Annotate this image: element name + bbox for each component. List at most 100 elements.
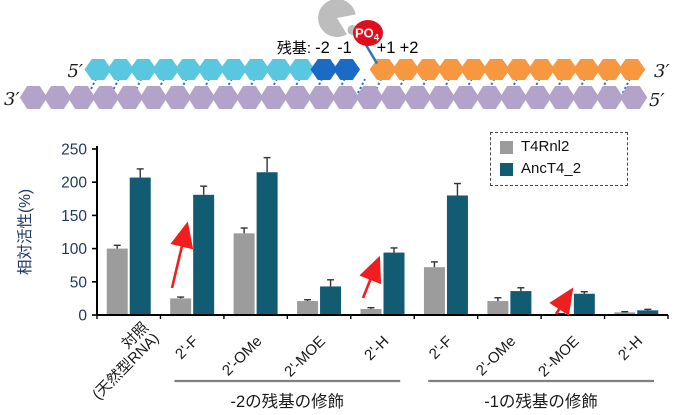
acceptor-strand-residue: [152, 59, 180, 80]
template-strand-residue: [19, 86, 48, 109]
template-strand-residue: [259, 86, 288, 109]
highlight-arrow: [170, 221, 194, 289]
bar-T4Rnl2: [297, 301, 319, 315]
phosphate-po4-icon: [353, 20, 383, 46]
residue-pos-minus1: -1: [337, 39, 352, 57]
svg-text:2'-F: 2'-F: [426, 333, 456, 363]
template-strand-residue: [427, 86, 456, 109]
template-strand-residue: [499, 86, 528, 109]
donor-strand-residue: [527, 59, 555, 80]
ligase-enzyme-icon: [318, 0, 356, 37]
template-strand-residue: [187, 86, 216, 109]
template-strand-residue: [547, 86, 576, 109]
donor-strand-residue: [460, 59, 488, 80]
x-category-label: 2'-MOE: [535, 333, 583, 381]
template-strand-residue: [571, 86, 600, 109]
template-strand-residue: [115, 86, 144, 109]
template-strand-residue: [235, 86, 264, 109]
y-tick-label: 200: [61, 175, 87, 192]
bar-AncT4_2: [573, 293, 595, 315]
residue-caption: 残基:: [277, 40, 311, 57]
donor-strand-residue: [369, 59, 397, 80]
acceptor-strand-residue: [84, 59, 112, 80]
y-tick-label: 50: [70, 274, 88, 291]
top-strand-3prime-label: 3′: [654, 61, 670, 82]
donor-strand-residue: [414, 59, 442, 80]
junction-residues-residue: [310, 59, 338, 80]
bar-T4Rnl2: [106, 248, 128, 315]
residue-pos-plus1: +1: [377, 39, 396, 57]
bar-AncT4_2: [129, 177, 151, 315]
legend-item-anct4-2: AncT4_2: [500, 159, 618, 179]
bar-T4Rnl2: [487, 301, 509, 315]
template-strand-residue: [307, 86, 336, 109]
template-strand-residue: [523, 86, 552, 109]
template-strand-residue: [139, 86, 168, 109]
y-tick-label: 0: [78, 308, 87, 325]
bar-AncT4_2: [320, 286, 342, 315]
y-tick-label: 150: [61, 208, 87, 225]
chart-legend: T4Rnl2 AncT4_2: [490, 132, 628, 186]
x-category-label: 2'-H: [361, 333, 392, 364]
donor-strand-residue: [437, 59, 465, 80]
acceptor-strand-residue: [197, 59, 225, 80]
acceptor-strand-residue: [220, 59, 248, 80]
template-strand-residue: [595, 86, 624, 109]
donor-strand-residue: [482, 59, 510, 80]
svg-text:2'-OMe: 2'-OMe: [473, 333, 519, 379]
acceptor-strand-residue: [242, 59, 270, 80]
template-strand-residue: [43, 86, 72, 109]
acceptor-strand-residue: [174, 59, 202, 80]
template-strand-residue: [403, 86, 432, 109]
ligated-strand: [84, 59, 646, 80]
y-tick-label: 100: [61, 241, 87, 258]
svg-text:2'-F: 2'-F: [172, 333, 202, 363]
template-strand-residue: [67, 86, 96, 109]
x-category-label: 2'-OMe: [473, 333, 519, 379]
template-strand-residue: [619, 86, 648, 109]
legend-swatch-anct4-2: [500, 162, 513, 176]
donor-strand-residue: [618, 59, 646, 80]
bar-T4Rnl2: [423, 267, 445, 315]
group-label: -2の残基の修飾: [230, 392, 344, 411]
x-category-label: 2'-F: [172, 333, 202, 363]
svg-text:2'-MOE: 2'-MOE: [281, 333, 329, 381]
rna-duplex-diagram: PO4 残基: -2 -1 +1 +2 5′ 3′ 3′ 5′: [4, 0, 670, 111]
phosphate-connector-line: [364, 44, 379, 65]
donor-strand-residue: [595, 59, 623, 80]
y-axis-title: 相対活性(%): [16, 189, 34, 275]
relative-activity-bar-chart: 0 50 100 150 200 250 対照(天然型RNA) 2'-F 2'-OMe 2'-MO…: [16, 142, 669, 411]
template-strand-residue: [91, 86, 120, 109]
svg-text:2'-H: 2'-H: [361, 333, 392, 364]
bar-T4Rnl2: [360, 309, 382, 315]
legend-item-t4rnl2: T4Rnl2: [500, 137, 618, 157]
acceptor-strand-residue: [287, 59, 315, 80]
donor-strand-residue: [573, 59, 601, 80]
svg-text:2'-MOE: 2'-MOE: [535, 333, 583, 381]
legend-swatch-t4rnl2: [500, 140, 513, 154]
x-category-label: 2'-F: [426, 333, 456, 363]
y-tick-label: 250: [61, 142, 87, 159]
template-strand: [19, 86, 648, 109]
template-strand-residue: [379, 86, 408, 109]
svg-text:2'-H: 2'-H: [615, 333, 646, 364]
bar-T4Rnl2: [170, 298, 192, 315]
bottom-strand-5prime-label: 5′: [649, 90, 665, 111]
template-strand-residue: [163, 86, 192, 109]
template-strand-residue: [211, 86, 240, 109]
template-strand-residue: [451, 86, 480, 109]
residue-pos-minus2: -2: [315, 39, 330, 57]
x-category-label: 2'-H: [615, 333, 646, 364]
donor-strand-residue: [505, 59, 533, 80]
highlight-arrow: [549, 287, 574, 316]
x-category-label: 2'-OMe: [219, 333, 265, 379]
donor-strand-residue: [392, 59, 420, 80]
template-strand-residue: [355, 86, 384, 109]
bar-AncT4_2: [637, 310, 659, 315]
svg-text:2'-OMe: 2'-OMe: [219, 333, 265, 379]
template-strand-residue: [475, 86, 504, 109]
junction-residues-residue: [333, 59, 361, 80]
bar-AncT4_2: [383, 252, 405, 315]
bar-AncT4_2: [256, 172, 278, 315]
